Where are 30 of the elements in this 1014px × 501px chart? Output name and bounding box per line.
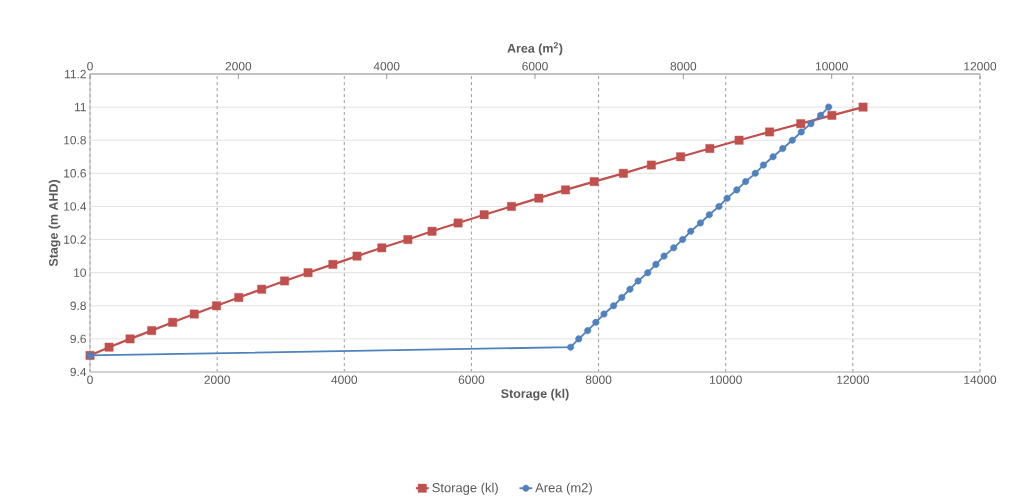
x-axis-title: Storage (kl) [501,388,569,401]
y-tick-label: 9.6 [70,334,86,344]
y-tick-label: 10.6 [64,169,86,178]
x-tick-label: 4000 [331,375,358,384]
y-tick-label: 11 [74,103,86,112]
x2-tick-label: 6000 [522,62,548,71]
x-tick-label: 6000 [458,375,485,384]
x2-tick-label: 2000 [225,62,252,71]
y-tick-label: 10.4 [64,202,87,211]
x-tick-label: 2000 [204,375,230,384]
x-tick-label: 0 [87,375,93,384]
y-tick-label: 11.2 [65,69,86,79]
x2-tick-label: 4000 [373,62,400,71]
y-tick-label: 9.8 [70,301,86,310]
x-tick-label: 12000 [837,375,870,384]
y-tick-label: 10.8 [64,135,86,145]
x2-axis-title: Area (m$^{2}$) [507,42,563,56]
x-tick-label: 10000 [710,375,742,384]
y-tick-label: 9.4 [70,367,87,377]
y-tick-label: 10 [74,268,87,277]
x2-tick-label: 8000 [670,62,697,71]
x-tick-label: 14000 [964,375,997,384]
x2-tick-label: 12000 [964,62,997,71]
y-tick-label: 10.2 [64,235,86,244]
legend-label: Area (m2) [535,482,592,495]
x-tick-label: 8000 [585,375,612,384]
x2-tick-label: 0 [87,62,93,71]
y-axis-title: Stage (m AHD) [48,180,61,267]
x2-tick-label: 10000 [815,62,848,71]
legend-label: Storage (kl) [432,482,498,495]
